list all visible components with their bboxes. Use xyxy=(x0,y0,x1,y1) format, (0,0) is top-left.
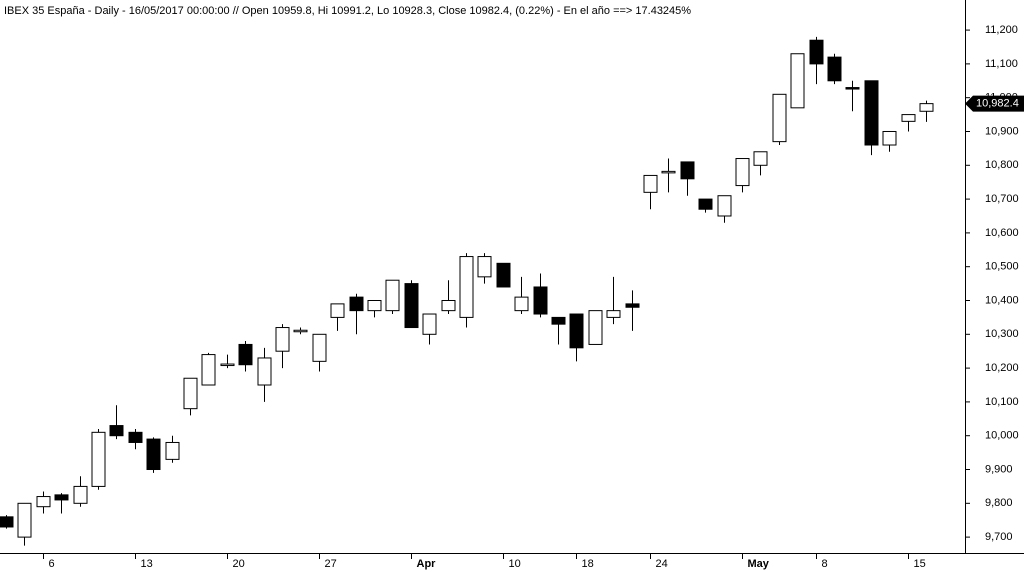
y-tick-label: 11,100 xyxy=(985,58,1018,70)
candle-body xyxy=(459,256,474,318)
candle-body xyxy=(404,283,419,329)
candle-body xyxy=(882,130,897,146)
y-tick-label: 11,200 xyxy=(985,24,1018,36)
candle-body xyxy=(643,174,658,193)
candle-body xyxy=(422,313,437,335)
candle-body xyxy=(606,310,621,318)
candle-body xyxy=(698,198,713,210)
x-tick-label: 10 xyxy=(509,558,521,570)
candle-body xyxy=(36,496,51,508)
candle-body xyxy=(827,56,842,82)
y-tick-label: 10,500 xyxy=(985,261,1019,273)
x-tick-label: May xyxy=(748,558,770,570)
candle-body xyxy=(753,151,768,166)
candle-body xyxy=(680,161,695,180)
y-tick-label: 10,200 xyxy=(985,362,1019,374)
candle-body xyxy=(864,80,879,146)
candle-body xyxy=(919,103,934,112)
y-tick-label: 10,800 xyxy=(985,159,1019,171)
candle-body xyxy=(625,303,640,308)
candle-body xyxy=(220,363,235,367)
x-tick-label: 27 xyxy=(325,558,337,570)
x-tick-label: 13 xyxy=(141,558,153,570)
y-tick-label: 9,700 xyxy=(985,531,1013,543)
x-tick-label: 20 xyxy=(233,558,245,570)
x-tick-label: 6 xyxy=(49,558,55,570)
candle-body xyxy=(901,114,916,122)
price-marker-label: 10,982.4 xyxy=(976,98,1019,110)
candle-body xyxy=(441,299,456,312)
candle-body xyxy=(661,170,676,174)
y-tick-label: 10,300 xyxy=(985,328,1019,340)
x-tick-label: 8 xyxy=(822,558,828,570)
candle-body xyxy=(238,343,253,366)
candle-body xyxy=(183,377,198,410)
candle-body xyxy=(17,502,32,538)
candle-body xyxy=(54,494,69,501)
candle-body xyxy=(385,279,400,312)
candle-body xyxy=(735,158,750,187)
x-tick-label: Apr xyxy=(417,558,437,570)
candle-body xyxy=(569,313,584,349)
x-tick-label: 24 xyxy=(656,558,668,570)
candle-body xyxy=(790,53,805,109)
y-tick-label: 10,400 xyxy=(985,294,1019,306)
candle-body xyxy=(257,357,272,386)
candle-body xyxy=(128,431,143,443)
candle-body xyxy=(845,87,860,90)
candle-body xyxy=(73,485,88,504)
candle-body xyxy=(477,256,492,278)
chart-title: IBEX 35 España - Daily - 16/05/2017 00:0… xyxy=(4,5,691,17)
candle-body xyxy=(146,438,161,471)
candle-body xyxy=(0,516,14,528)
candle-body xyxy=(109,425,124,437)
x-tick-label: 15 xyxy=(914,558,926,570)
candle-body xyxy=(349,296,364,312)
candle-body xyxy=(772,93,787,143)
candle-body xyxy=(312,333,327,362)
y-tick-label: 10,100 xyxy=(985,396,1019,408)
y-tick-label: 10,600 xyxy=(985,227,1019,239)
candle-body xyxy=(533,286,548,315)
candle-body xyxy=(514,296,529,312)
candle-body xyxy=(330,303,345,318)
x-tick-label: 18 xyxy=(582,558,594,570)
candle-body xyxy=(551,316,566,325)
candle-body xyxy=(496,262,511,288)
y-tick-label: 10,000 xyxy=(985,430,1019,442)
candle-body xyxy=(809,39,824,65)
y-tick-label: 10,700 xyxy=(985,193,1019,205)
y-tick-label: 10,900 xyxy=(985,125,1019,137)
candle-body xyxy=(367,299,382,312)
candle-body xyxy=(275,327,290,352)
candle-body xyxy=(717,195,732,217)
candle-body xyxy=(165,441,180,460)
candle-body xyxy=(201,354,216,386)
y-tick-label: 9,900 xyxy=(985,463,1013,475)
price-marker xyxy=(965,95,1024,112)
candle-body xyxy=(293,329,308,333)
y-tick-label: 9,800 xyxy=(985,497,1013,509)
candle-body xyxy=(588,310,603,345)
candle-body xyxy=(91,431,106,487)
